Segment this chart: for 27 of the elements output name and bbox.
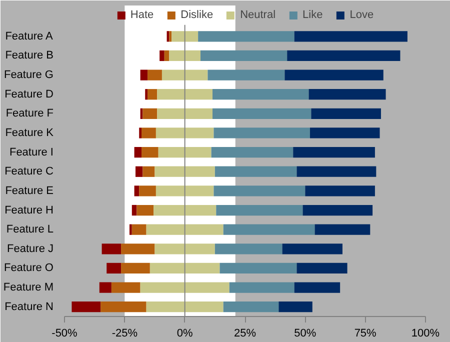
y-tick-label: Feature O bbox=[4, 262, 54, 274]
y-tick-label: Feature M bbox=[3, 282, 54, 294]
y-tick-label: Feature B bbox=[5, 50, 54, 62]
x-tick-label: 75% bbox=[354, 328, 377, 340]
x-tick-label: -25% bbox=[112, 328, 138, 340]
legend-label: Dislike bbox=[180, 9, 214, 21]
y-tick-label: Feature C bbox=[4, 166, 54, 178]
legend-label: Hate bbox=[130, 9, 154, 21]
x-tick-label: 100% bbox=[411, 328, 440, 340]
legend-label: Neutral bbox=[240, 9, 276, 21]
y-tick-label: Feature E bbox=[5, 184, 54, 197]
x-tick-label: 50% bbox=[294, 328, 316, 340]
x-tick-label: -50% bbox=[52, 328, 78, 340]
y-tick-label: Feature A bbox=[5, 30, 54, 42]
legend-label: Love bbox=[350, 9, 374, 21]
y-tick-label: Feature J bbox=[7, 242, 54, 255]
y-tick-label: Feature N bbox=[4, 300, 54, 313]
y-tick-label: Feature G bbox=[4, 69, 54, 82]
legend-label: Like bbox=[302, 9, 323, 21]
x-tick-label: 0% bbox=[176, 328, 193, 340]
y-tick-label: Feature L bbox=[6, 224, 54, 236]
x-tick-label: 25% bbox=[234, 328, 256, 340]
y-tick-label: Feature I bbox=[9, 146, 54, 158]
y-tick-label: Feature K bbox=[5, 126, 54, 139]
y-tick-label: Feature H bbox=[4, 204, 54, 216]
y-tick-label: Feature F bbox=[6, 108, 54, 120]
y-tick-label: Feature D bbox=[4, 88, 54, 100]
